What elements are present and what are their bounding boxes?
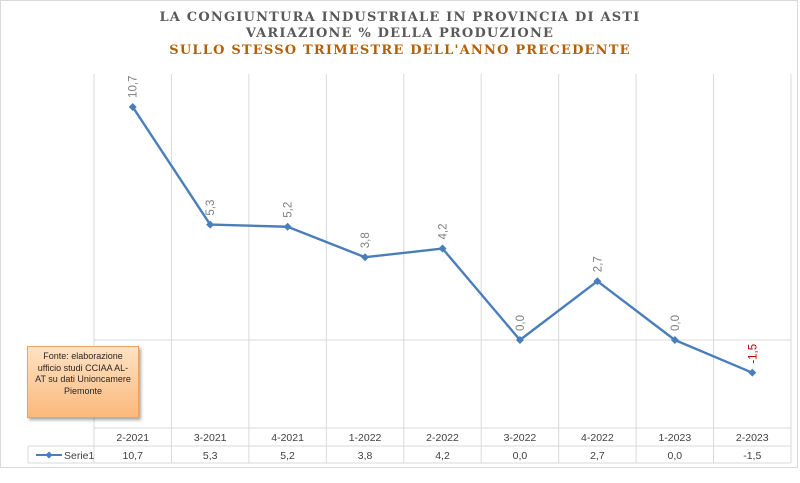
data-label: 5,3 [205,200,217,216]
table-value: 0,0 [668,450,683,462]
chart-title-line3: SULLO STESSO TRIMESTRE DELL'ANNO PRECEDE… [169,43,631,58]
source-note: Fonte: elaborazione ufficio studi CCIAA … [27,346,139,418]
legend-marker [45,451,53,459]
category-label: 4-2021 [271,432,304,444]
data-label: 10,7 [128,76,140,98]
table-value: 3,8 [358,450,373,462]
category-label: 1-2023 [658,432,691,444]
table-value: 0,0 [513,450,528,462]
data-point [438,244,447,253]
category-label: 2-2023 [736,432,769,444]
data-point [206,220,215,229]
chart-title-line1: LA CONGIUNTURA INDUSTRIALE IN PROVINCIA … [159,10,641,25]
table-value: 10,7 [123,450,144,462]
chart-title-line2: VARIAZIONE % DELLA PRODUZIONE [245,26,555,41]
data-point [515,336,524,344]
category-label: 3-2021 [194,432,227,444]
data-point [748,368,757,377]
table-value: -1,5 [743,450,761,462]
table-value: 5,3 [203,450,218,462]
category-label: 2-2021 [116,432,149,444]
legend-series-name: Serie1 [64,450,95,462]
data-label: 3,8 [360,232,372,248]
data-label: 2,7 [592,256,604,272]
data-label: 5,2 [283,202,295,218]
category-label: 3-2022 [504,432,537,444]
data-point [128,102,137,111]
data-label: -1,5 [747,344,759,364]
table-value: 2,7 [590,450,605,462]
table-value: 5,2 [280,450,295,462]
data-point [670,336,679,344]
data-label: 0,0 [670,315,682,331]
category-label: 1-2022 [349,432,382,444]
chart-frame [0,0,798,468]
data-point [361,253,370,262]
category-label: 2-2022 [426,432,459,444]
data-label: 4,2 [438,224,450,240]
data-point [593,277,602,286]
data-label: 0,0 [515,315,527,331]
data-point [283,222,292,231]
table-value: 4,2 [435,450,450,462]
category-label: 4-2022 [581,432,614,444]
